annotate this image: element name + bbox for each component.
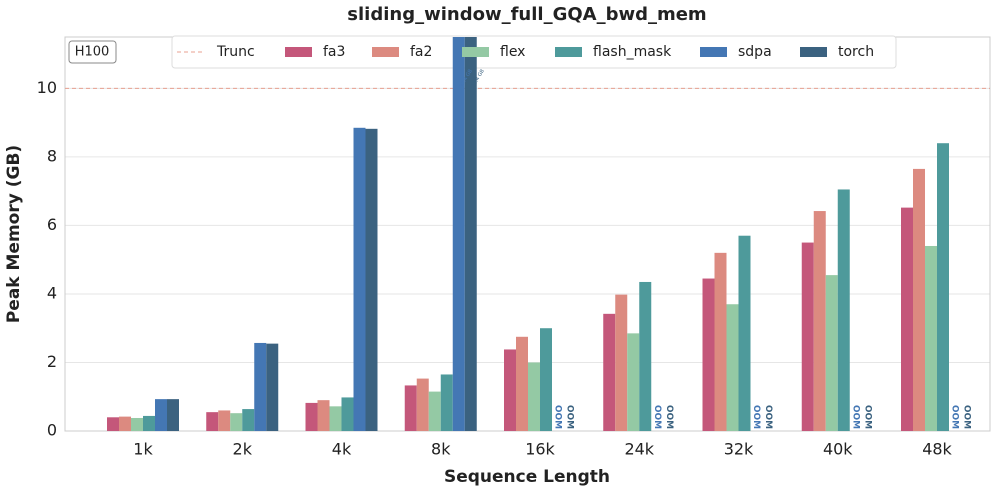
bar — [738, 235, 751, 431]
bar — [341, 397, 354, 431]
legend-label: sdpa — [738, 44, 772, 60]
legend-label: torch — [838, 44, 874, 60]
bar — [901, 207, 913, 431]
legend-label: fa2 — [410, 44, 432, 60]
bar — [206, 412, 219, 431]
bar — [801, 242, 814, 431]
bar — [937, 143, 949, 431]
bar — [404, 385, 417, 431]
bar — [167, 399, 179, 431]
bar — [218, 410, 231, 431]
bar — [143, 415, 155, 431]
chart-title: sliding_window_full_GQA_bwd_mem — [347, 4, 706, 25]
bar — [365, 128, 378, 431]
value-label: OOM — [664, 405, 674, 429]
bar — [464, 37, 477, 431]
value-label: OOM — [751, 405, 761, 429]
bar — [155, 399, 167, 431]
bar — [317, 400, 330, 431]
legend-swatch — [462, 47, 489, 57]
bar — [528, 362, 540, 431]
y-tick-label: 0 — [47, 421, 57, 440]
y-axis-label: Peak Memory (GB) — [4, 145, 24, 323]
bar — [615, 294, 628, 431]
legend-label: flash_mask — [593, 44, 672, 60]
bars — [107, 37, 949, 431]
value-label: OOM — [652, 405, 662, 429]
legend-swatch — [372, 47, 399, 57]
bar — [714, 252, 727, 431]
value-label: OOM — [763, 405, 773, 429]
legend-swatch — [555, 47, 582, 57]
x-tick-label: 40k — [823, 440, 853, 459]
x-tick-label: 4k — [332, 440, 352, 459]
value-label: OOM — [950, 405, 960, 429]
bar — [353, 127, 366, 431]
bar — [230, 413, 243, 431]
legend-box — [171, 35, 897, 69]
legend-label: Trunc — [216, 44, 255, 60]
bar — [428, 391, 441, 431]
value-label: OOM — [962, 405, 972, 429]
bar — [825, 275, 838, 431]
bar — [329, 406, 342, 431]
x-tick-label: 48k — [922, 440, 952, 459]
legend-swatch — [800, 47, 827, 57]
y-tick-label: 10 — [37, 78, 57, 97]
bar — [702, 278, 715, 431]
bar — [305, 402, 318, 431]
x-axis-label: Sequence Length — [444, 467, 610, 487]
bar — [416, 378, 429, 431]
bar — [837, 189, 850, 431]
legend-label: flex — [500, 44, 525, 60]
annotation: H100 — [75, 45, 110, 60]
y-tick-label: 8 — [47, 146, 57, 165]
x-tick-label: 16k — [525, 440, 555, 459]
bar — [440, 374, 453, 431]
y-tick-label: 2 — [47, 352, 57, 371]
legend-swatch — [700, 47, 727, 57]
bar — [504, 349, 516, 431]
bar — [603, 313, 616, 431]
value-label: OOM — [565, 405, 575, 429]
bar — [627, 333, 640, 431]
x-tick-label: 1k — [133, 440, 153, 459]
annotation-box — [68, 40, 117, 64]
bar — [813, 211, 826, 431]
bar — [540, 328, 552, 431]
y-tick-label: 4 — [47, 283, 57, 302]
bar — [266, 343, 279, 431]
value-label: OOM — [862, 405, 872, 429]
bar — [726, 304, 739, 431]
legend-label: fa3 — [323, 44, 345, 60]
bar — [107, 417, 119, 431]
bar — [131, 417, 143, 431]
bar — [254, 342, 267, 431]
bar — [925, 245, 937, 431]
bar — [242, 409, 255, 431]
bar — [516, 336, 528, 431]
legend-swatch — [285, 47, 312, 57]
x-tick-label: 8k — [431, 440, 451, 459]
bar — [913, 168, 925, 431]
bar — [452, 37, 465, 431]
bar — [639, 281, 652, 431]
value-label: OOM — [553, 405, 563, 429]
y-tick-label: 6 — [47, 215, 57, 234]
x-tick-label: 2k — [233, 440, 253, 459]
bar — [119, 416, 131, 431]
value-label: OOM — [850, 405, 860, 429]
x-tick-label: 24k — [624, 440, 654, 459]
x-tick-label: 32k — [724, 440, 754, 459]
